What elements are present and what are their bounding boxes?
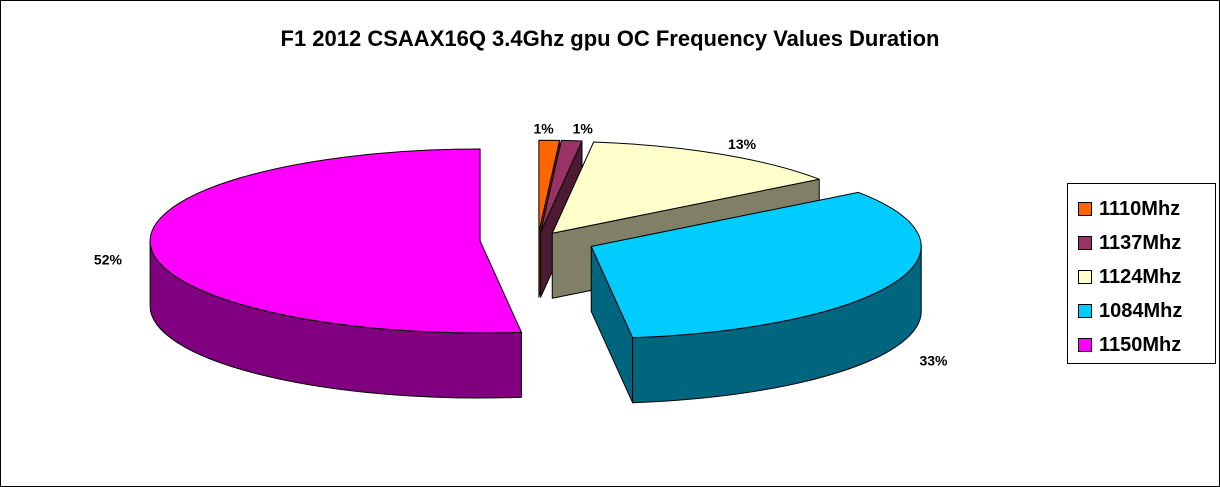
pie-slice-top [538,139,561,233]
legend-label: 1110Mhz [1099,197,1181,220]
pie-slice-1150Mhz [149,148,522,399]
legend-label: 1124Mhz [1099,265,1182,288]
data-label-1124Mhz: 13% [728,136,757,152]
pie-slice-1084Mhz [590,191,922,404]
legend-swatch [1078,338,1092,352]
data-label-1084Mhz: 33% [919,353,948,369]
legend-swatch [1078,304,1092,318]
data-label-1137Mhz: 1% [573,121,594,137]
legend-item-1110Mhz: 1110Mhz [1068,192,1215,226]
legend-item-1137Mhz: 1137Mhz [1068,226,1215,260]
legend-item-1150Mhz: 1150Mhz [1068,328,1215,362]
pie-slice-top [551,141,820,234]
pie-slice-top [149,148,522,334]
legend-swatch [1078,202,1092,216]
legend-item-1084Mhz: 1084Mhz [1068,294,1215,328]
legend-item-1124Mhz: 1124Mhz [1068,260,1215,294]
pie-slice-top [590,191,922,339]
legend-swatch [1078,236,1092,250]
legend: 1110Mhz 1137Mhz 1124Mhz 1084Mhz 1150Mhz [1067,183,1216,364]
legend-label: 1137Mhz [1099,231,1182,254]
chart-title: F1 2012 CSAAX16Q 3.4Ghz gpu OC Frequency… [280,26,940,51]
data-label-1150Mhz: 52% [94,252,123,268]
legend-swatch [1078,270,1092,284]
pie-slice-top [540,139,583,233]
legend-label: 1150Mhz [1099,333,1182,356]
legend-label: 1084Mhz [1099,299,1183,322]
data-label-1110Mhz: 1% [533,120,554,136]
